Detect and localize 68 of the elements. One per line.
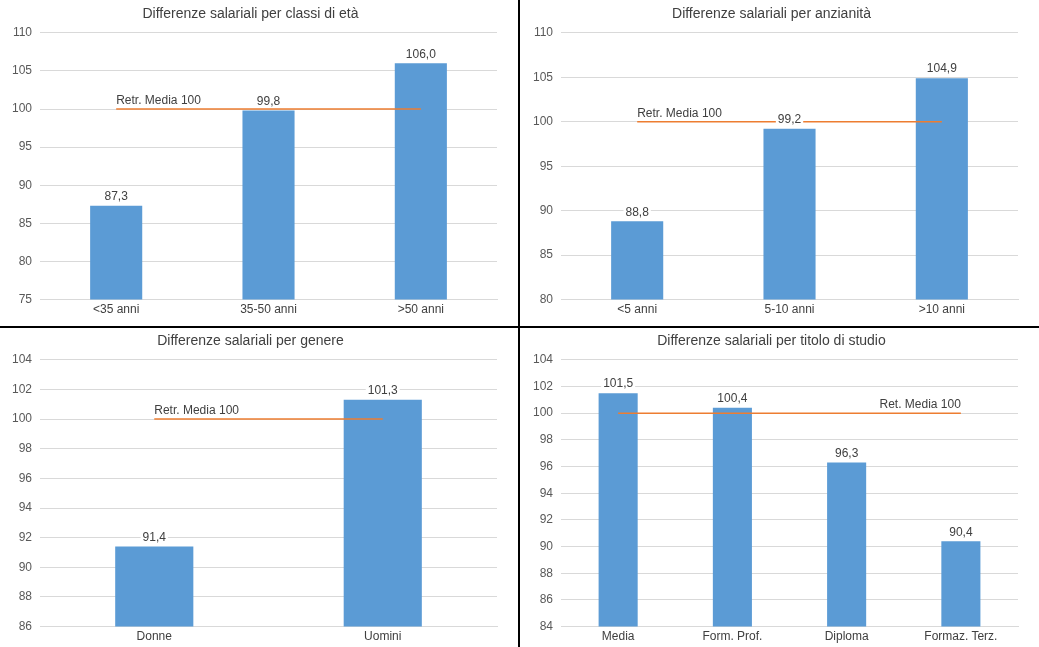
y-tick-label: 90 — [18, 559, 33, 574]
x-tick-label: <5 anni — [617, 302, 658, 317]
y-tick-label: 104 — [532, 352, 554, 367]
y-tick-label: 85 — [18, 215, 33, 230]
x-tick-label: Diploma — [824, 629, 869, 644]
y-tick-label: 86 — [18, 618, 33, 633]
data-label: 91,4 — [142, 529, 167, 544]
ref-line-label: Retr. Media 100 — [154, 403, 240, 418]
y-tick-label: 94 — [18, 500, 33, 515]
y-tick-label: 105 — [532, 69, 554, 84]
y-tick-label: 85 — [539, 247, 554, 262]
data-label: 90,4 — [949, 524, 973, 539]
y-tick-label: 88 — [18, 589, 33, 604]
y-tick-label: 102 — [532, 378, 554, 393]
y-tick-label: 80 — [18, 253, 33, 268]
y-tick-label: 96 — [18, 470, 33, 485]
y-tick-label: 98 — [539, 432, 554, 447]
x-tick-label: >50 anni — [397, 302, 445, 317]
y-tick-label: 98 — [18, 441, 33, 456]
x-tick-label: <35 anni — [92, 302, 140, 317]
y-tick-label: 96 — [539, 458, 554, 473]
chart-title: Differenze salariali per anzianità — [672, 5, 872, 22]
chart-title: Differenze salariali per genere — [157, 332, 344, 349]
y-tick-label: 104 — [11, 352, 33, 367]
y-tick-label: 102 — [11, 381, 33, 396]
data-label: 106,0 — [405, 46, 437, 61]
y-tick-label: 94 — [539, 485, 554, 500]
y-tick-label: 105 — [11, 63, 33, 78]
y-tick-label: 100 — [11, 411, 33, 426]
y-tick-label: 75 — [18, 291, 33, 306]
y-tick-label: 90 — [539, 202, 554, 217]
ref-line-label: Retr. Media 100 — [637, 106, 723, 121]
chart-title: Differenze salariali per classi di età — [142, 5, 359, 22]
y-tick-label: 86 — [539, 592, 554, 607]
y-tick-label: 100 — [532, 114, 554, 129]
y-tick-label: 88 — [539, 565, 554, 580]
x-tick-label: Donne — [136, 629, 173, 644]
data-label: 96,3 — [834, 445, 859, 460]
data-label: 101,5 — [603, 376, 634, 391]
y-tick-label: 80 — [539, 291, 554, 306]
y-tick-label: 90 — [18, 177, 33, 192]
y-tick-label: 95 — [18, 139, 33, 154]
data-label: 104,9 — [926, 61, 958, 76]
x-tick-label: Formaz. Terz. — [924, 629, 998, 644]
x-tick-label: Uomini — [364, 629, 402, 644]
y-tick-label: 92 — [18, 529, 33, 544]
y-tick-label: 92 — [539, 512, 554, 527]
x-tick-label: 5-10 anni — [764, 302, 815, 317]
data-label: 99,2 — [777, 112, 802, 127]
chart-title: Differenze salariali per titolo di studio — [657, 332, 886, 349]
y-tick-label: 110 — [12, 25, 33, 40]
x-tick-label: Form. Prof. — [702, 629, 763, 644]
data-label: 88,8 — [625, 204, 650, 219]
y-tick-label: 95 — [539, 158, 554, 173]
y-tick-label: 100 — [11, 101, 33, 116]
x-tick-label: Media — [601, 629, 635, 644]
data-label: 87,3 — [104, 189, 129, 204]
data-label: 100,4 — [717, 391, 748, 406]
x-tick-label: >10 anni — [918, 302, 966, 317]
ref-line-label: Ret. Media 100 — [879, 397, 962, 412]
y-tick-label: 90 — [539, 538, 554, 553]
data-label: 101,3 — [367, 383, 399, 398]
data-label: 99,8 — [256, 93, 281, 108]
x-tick-label: 35-50 anni — [240, 302, 297, 317]
y-tick-label: 84 — [539, 618, 554, 633]
y-tick-label: 100 — [532, 405, 554, 420]
ref-line-label: Retr. Media 100 — [116, 93, 202, 108]
y-tick-label: 110 — [533, 25, 554, 40]
